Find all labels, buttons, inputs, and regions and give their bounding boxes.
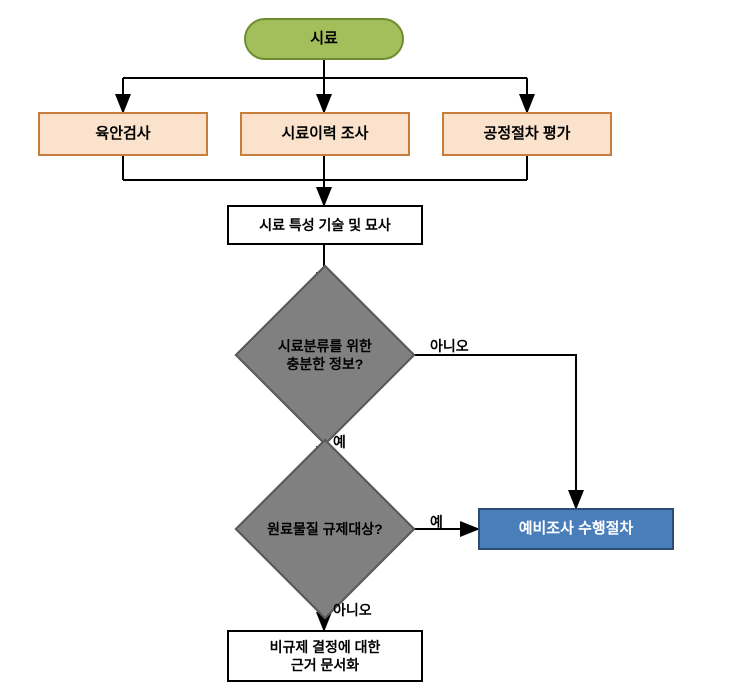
dec2-yes-label: 예 [430,512,443,532]
regulated-material-label: 원료물질 규제대상? [263,520,387,538]
process-evaluation-label: 공정절차 평가 [484,124,571,144]
preliminary-procedure-box: 예비조사 수행절차 [478,508,674,550]
dec1-no-label: 아니오 [430,336,469,356]
start-node: 시료 [244,18,404,60]
process-evaluation-box: 공정절차 평가 [442,112,612,156]
sufficient-info-label: 시료분류를 위한충분한 정보? [263,337,387,373]
history-inspection-box: 시료이력 조사 [240,112,410,156]
sufficient-info-decision: 시료분류를 위한충분한 정보? [234,264,415,445]
visual-inspection-label: 육안검사 [95,124,150,144]
preliminary-procedure-label: 예비조사 수행절차 [519,519,634,539]
regulated-material-decision: 원료물질 규제대상? [234,438,415,619]
documentation-box: 비규제 결정에 대한근거 문서화 [227,630,423,682]
dec2-no-label: 아니오 [333,600,372,620]
dec1-yes-label: 예 [333,432,346,452]
documentation-label: 비규제 결정에 대한근거 문서화 [270,638,381,674]
flowchart-canvas: 시료 육안검사 시료이력 조사 공정절차 평가 시료 특성 기술 및 묘사 시료… [0,0,732,692]
characterization-box: 시료 특성 기술 및 묘사 [227,205,423,245]
start-node-label: 시료 [310,29,338,49]
history-inspection-label: 시료이력 조사 [282,124,369,144]
visual-inspection-box: 육안검사 [38,112,208,156]
characterization-label: 시료 특성 기술 및 묘사 [259,216,390,234]
